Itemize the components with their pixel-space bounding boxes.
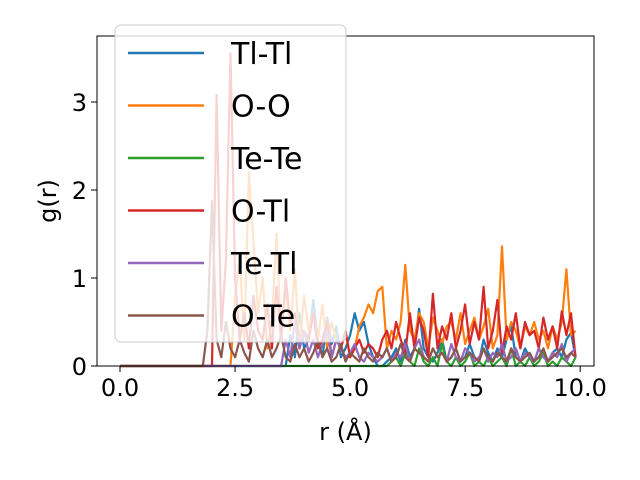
legend-label-o-te: O-Te (231, 300, 295, 335)
legend-box (114, 24, 347, 343)
y-tick-label: 2 (72, 177, 87, 205)
x-tick-label: 0.0 (101, 374, 139, 402)
x-tick-label: 10.0 (553, 374, 606, 402)
legend-label-te-te: Te-Te (230, 142, 302, 177)
y-tick-label: 3 (72, 89, 87, 117)
x-axis-label: r (Å) (319, 417, 372, 446)
y-tick-label: 0 (72, 353, 87, 381)
y-ticks: 0 1 2 3 (72, 89, 97, 381)
legend: Tl-Tl O-O Te-Te O-Tl Te-Tl O-Te (114, 24, 347, 343)
legend-label-o-o: O-O (231, 90, 291, 125)
x-tick-label: 7.5 (446, 374, 484, 402)
y-tick-label: 1 (72, 265, 87, 293)
x-ticks: 0.0 2.5 5.0 7.5 10.0 (101, 366, 607, 402)
x-tick-label: 2.5 (216, 374, 254, 402)
series-line-o-te (120, 199, 577, 368)
legend-label-te-tl: Te-Tl (230, 247, 297, 282)
legend-label-tl-tl: Tl-Tl (230, 37, 292, 72)
y-axis-label: g(r) (34, 179, 62, 223)
legend-label-o-tl: O-Tl (231, 195, 290, 230)
x-tick-label: 5.0 (331, 374, 369, 402)
